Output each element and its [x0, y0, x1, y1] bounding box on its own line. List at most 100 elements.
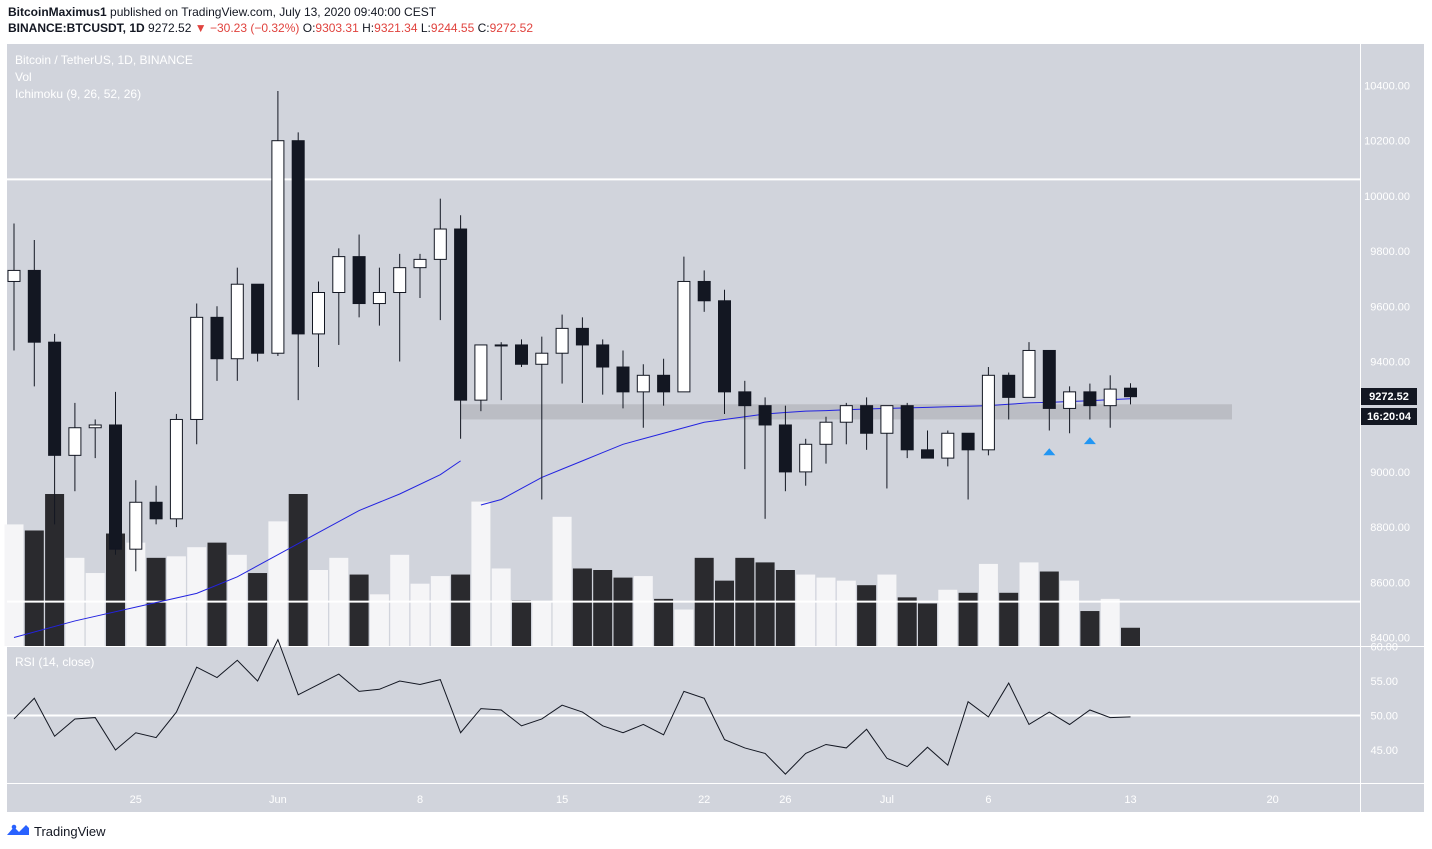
candle-body	[636, 374, 650, 393]
volume-bar	[512, 600, 531, 646]
candle-body	[474, 344, 488, 401]
time-tick-label: 6	[985, 794, 991, 806]
candle-body	[413, 258, 427, 269]
candle-body	[494, 344, 508, 347]
down-arrow-icon: ▼	[194, 21, 207, 35]
candle-body	[433, 228, 447, 260]
price-tick-label: 10200.00	[1364, 136, 1410, 148]
time-tick-label: 8	[417, 794, 423, 806]
volume-bar	[369, 594, 389, 646]
volume-bar	[816, 577, 836, 646]
volume-bar	[857, 585, 877, 646]
time-axis-background	[7, 784, 1360, 812]
candle-body	[677, 280, 691, 393]
price-tick-label: 8600.00	[1370, 577, 1410, 589]
candle-body	[697, 280, 711, 302]
candle-body	[961, 432, 975, 451]
candle-body	[129, 501, 143, 550]
volume-bar	[674, 609, 694, 646]
candle-body	[312, 292, 325, 335]
volume-bar	[938, 589, 958, 646]
candle-body	[778, 424, 792, 473]
price-tick-label: 9600.00	[1370, 301, 1410, 313]
volume-bar	[187, 547, 207, 646]
volume-bar	[471, 501, 491, 646]
candle-body	[372, 292, 386, 305]
candle-body	[819, 421, 833, 445]
candle-body	[352, 256, 366, 305]
volume-bar	[897, 597, 917, 646]
open-value: 9303.31	[315, 21, 359, 35]
chart-header: BitcoinMaximus1 published on TradingView…	[8, 4, 533, 36]
high-label: H:	[362, 21, 375, 35]
footer-brand[interactable]: TradingView	[34, 823, 106, 839]
legend-title[interactable]: Bitcoin / TetherUS, 1D, BINANCE	[15, 53, 193, 67]
volume-bar	[491, 568, 511, 646]
countdown-tag-text: 16:20:04	[1367, 411, 1412, 423]
rsi-plot	[7, 638, 1360, 775]
volume-bar	[309, 570, 328, 646]
volume-bar	[918, 603, 937, 646]
time-tick-label: Jul	[880, 794, 894, 806]
open-label: O:	[302, 21, 316, 35]
volume-bar	[1039, 571, 1059, 646]
last-price-tag-text: 9272.52	[1369, 391, 1409, 403]
volume-bar	[106, 533, 125, 646]
horizontal-lines	[7, 178, 1360, 603]
candle-body	[332, 256, 346, 293]
candle-body	[718, 300, 731, 393]
candle-body	[575, 327, 589, 346]
rsi-tick-label: 45.00	[1370, 745, 1398, 757]
up-marker[interactable]	[1043, 448, 1056, 456]
volume-bar	[958, 592, 978, 646]
time-tick-label: 26	[779, 794, 791, 806]
candle-body	[880, 405, 894, 434]
volume-bar	[755, 562, 775, 646]
volume-bar	[349, 574, 369, 646]
ohlc-line: BINANCE:BTCUSDT, 1D 9272.52 ▼ −30.23 (−0…	[8, 20, 533, 36]
candle-body	[393, 267, 407, 294]
candle-body	[7, 269, 21, 282]
candle-body	[169, 418, 183, 520]
price-tick-label: 9400.00	[1370, 357, 1410, 369]
baseline-line	[480, 398, 1131, 506]
candle-body	[900, 405, 914, 451]
volume-bar	[633, 576, 653, 646]
legend-volume[interactable]: Vol	[15, 70, 32, 84]
rsi-tick-label: 55.00	[1370, 676, 1398, 688]
up-marker[interactable]	[1083, 437, 1096, 445]
legend-ichimoku[interactable]: Ichimoku (9, 26, 52, 26)	[15, 87, 141, 101]
candlesticks	[7, 91, 1137, 572]
last-price-tag	[1361, 388, 1417, 405]
time-axis: 25 Jun 8 15 22 26 Jul 6 13 20	[130, 794, 1279, 806]
rsi-tick-label: 60.00	[1370, 642, 1398, 654]
candle-body	[1002, 374, 1016, 398]
candle-body	[27, 269, 41, 343]
candle-body	[535, 352, 549, 365]
tradingview-logo-icon[interactable]	[6, 823, 30, 840]
volume-bar	[288, 494, 308, 646]
candle-body	[799, 443, 813, 473]
price-tick-label: 9800.00	[1370, 246, 1410, 258]
symbol-label: BINANCE:BTCUSDT, 1D	[8, 21, 145, 35]
volume-bar	[836, 580, 856, 646]
volume-bar	[572, 568, 592, 646]
volume-bar	[796, 574, 816, 646]
low-label: L:	[420, 21, 431, 35]
candle-body	[1083, 391, 1097, 407]
candle-body	[271, 140, 285, 354]
volume-bar	[532, 601, 552, 646]
volume-bar	[654, 598, 674, 646]
candle-body	[1042, 349, 1056, 409]
candle-body	[1063, 391, 1077, 409]
legend-rsi[interactable]: RSI (14, close)	[15, 655, 94, 669]
high-value: 9321.34	[374, 21, 418, 35]
rsi-line	[13, 638, 1131, 775]
low-value: 9244.55	[430, 21, 475, 35]
author-name[interactable]: BitcoinMaximus1	[8, 5, 107, 19]
axis-corner	[1361, 784, 1424, 812]
candle-body	[1022, 349, 1036, 398]
candle-body	[230, 283, 244, 360]
rsi-axis: 45.00 50.00 55.00 60.00	[1370, 642, 1398, 758]
